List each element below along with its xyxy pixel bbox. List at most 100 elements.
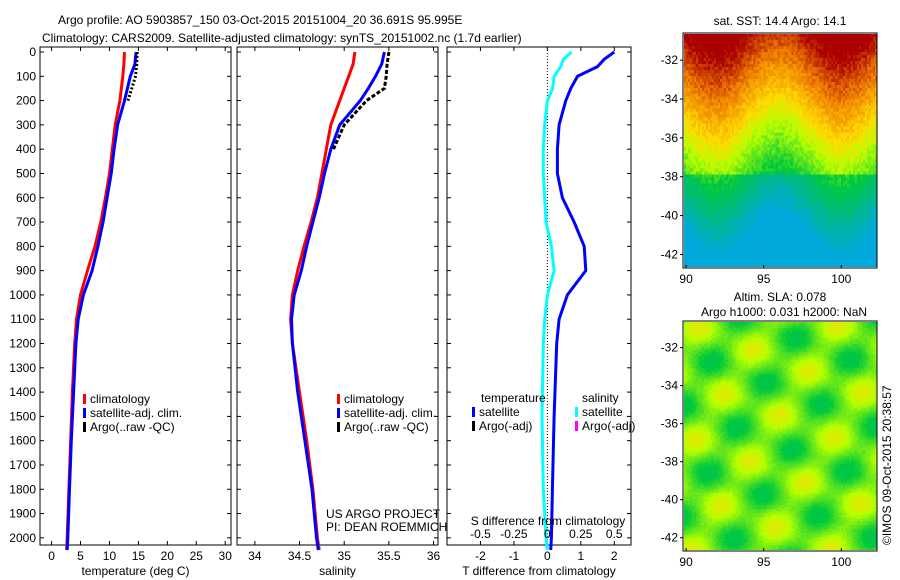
legend-swatch — [83, 394, 86, 404]
y-tick-label: 1700 — [9, 458, 36, 472]
x-tick-label: 1 — [577, 549, 584, 563]
y-tick-label: -42 — [661, 247, 679, 261]
map-title: Altim. SLA: 0.078 — [734, 290, 827, 304]
legend-swatch — [83, 422, 86, 432]
x-tick-label: -2 — [475, 549, 486, 563]
y-tick-label: -36 — [661, 131, 679, 145]
legend-swatch — [337, 394, 340, 404]
y-tick-label: -34 — [661, 379, 679, 393]
y-tick-label: 1500 — [9, 409, 36, 423]
x-tick-label: 15 — [132, 549, 146, 563]
map-subtitle: Argo h1000: 0.031 h2000: NaN — [701, 305, 867, 319]
x2-tick-label: 0.5 — [606, 527, 623, 541]
y-tick-label: 700 — [16, 215, 36, 229]
legend-swatch — [472, 421, 475, 431]
y-tick-label: 0 — [29, 45, 36, 59]
y-tick-label: 1100 — [10, 312, 36, 326]
title-line-2: Climatology: CARS2009. Satellite-adjuste… — [42, 31, 522, 45]
legend-swatch — [83, 408, 86, 418]
x-tick-label: 35 — [338, 549, 352, 563]
climatology-line — [289, 51, 357, 551]
legend-label: climatology — [90, 392, 150, 406]
satellite-adj-line — [289, 51, 386, 551]
temperature-satellite-line — [549, 50, 616, 551]
legend-label: satellite-adj. clim. — [90, 406, 182, 420]
legend-label: satellite — [582, 405, 623, 419]
x-tick-label: 2 — [611, 549, 618, 563]
y-tick-label: 200 — [16, 94, 36, 108]
legend-label: satellite — [479, 405, 520, 419]
x-tick-label: 20 — [161, 549, 175, 563]
y-tick-label: 600 — [16, 191, 36, 205]
x-tick-label: 0 — [48, 549, 55, 563]
x-tick-label: 10 — [103, 549, 117, 563]
legend-label: Argo(-adj) — [479, 419, 532, 433]
salinity-axes-box — [236, 46, 439, 546]
y-tick-label: -40 — [661, 493, 679, 507]
x-axis-label: T difference from climatology — [462, 564, 616, 578]
y-tick-label: 1900 — [9, 507, 36, 521]
y-tick-label: 1000 — [9, 288, 36, 302]
legend-swatch — [575, 407, 578, 417]
y-tick-label: -34 — [661, 92, 679, 106]
climatology-line — [65, 51, 126, 551]
x2-tick-label: -0.5 — [470, 527, 491, 541]
y-tick-label: 2000 — [9, 531, 36, 545]
difference-axes-box — [446, 46, 632, 546]
y-tick-label: 1800 — [9, 482, 36, 496]
legend-label: climatology — [344, 392, 404, 406]
credit-text: US ARGO PROJECT — [326, 507, 441, 521]
y-tick-label: -38 — [661, 455, 679, 469]
legend-swatch — [337, 422, 340, 432]
pi-text: PI: DEAN ROEMMICH — [326, 520, 447, 534]
x-tick-label: 100 — [831, 555, 851, 569]
legend-swatch — [472, 407, 475, 417]
watermark: ©IMOS 09-Oct-2015 20:38:57 — [880, 385, 894, 545]
legend-swatch — [575, 421, 578, 431]
x-tick-label: -1 — [509, 549, 520, 563]
x2-tick-label: -0.25 — [500, 527, 528, 541]
sst_map-axes-box — [682, 32, 878, 269]
map-title: sat. SST: 14.4 Argo: 14.1 — [714, 14, 847, 28]
x-tick-label: 90 — [679, 272, 693, 286]
y-tick-label: 100 — [16, 69, 36, 83]
legend-label: satellite-adj. clim. — [344, 406, 436, 420]
legend-label: Argo(-adj) — [582, 419, 635, 433]
x2-axis-label: S difference from climatology — [471, 514, 626, 528]
y-tick-label: -38 — [661, 170, 679, 184]
y-tick-label: 1300 — [9, 361, 36, 375]
argo-line — [332, 51, 391, 150]
satellite-adj-line — [65, 51, 138, 551]
legend-label: Argo(..raw -QC) — [90, 420, 175, 434]
sst-heatmap — [684, 34, 877, 267]
y-tick-label: 500 — [16, 166, 36, 180]
x-tick-label: 25 — [190, 549, 204, 563]
y-tick-label: 800 — [16, 239, 36, 253]
x-tick-label: 100 — [831, 272, 851, 286]
y-tick-label: -40 — [661, 209, 679, 223]
x-tick-label: 5 — [77, 549, 84, 563]
x-axis-label: salinity — [319, 564, 356, 578]
x-tick-label: 34.5 — [288, 549, 312, 563]
x-tick-label: 36 — [427, 549, 441, 563]
legend-title: salinity — [582, 391, 619, 405]
y-tick-label: 1400 — [9, 385, 36, 399]
x-tick-label: 35.5 — [377, 549, 401, 563]
legend-swatch — [337, 408, 340, 418]
argo-line — [126, 51, 139, 102]
y-tick-label: 1600 — [9, 434, 36, 448]
y-tick-label: -36 — [661, 417, 679, 431]
x-tick-label: 30 — [219, 549, 233, 563]
x-tick-label: 95 — [757, 272, 771, 286]
sla_map-axes-box — [682, 320, 878, 552]
x2-tick-label: 0 — [544, 527, 551, 541]
legend-label: Argo(..raw -QC) — [344, 420, 429, 434]
y-tick-label: 1200 — [9, 337, 36, 351]
title-line-1: Argo profile: AO 5903857_150 03-Oct-2015… — [58, 13, 462, 27]
y-tick-label: -42 — [661, 531, 679, 545]
y-tick-label: -32 — [661, 341, 679, 355]
temperature-axes-box — [39, 46, 232, 546]
x-tick-label: 34 — [248, 549, 262, 563]
x-tick-label: 0 — [544, 549, 551, 563]
